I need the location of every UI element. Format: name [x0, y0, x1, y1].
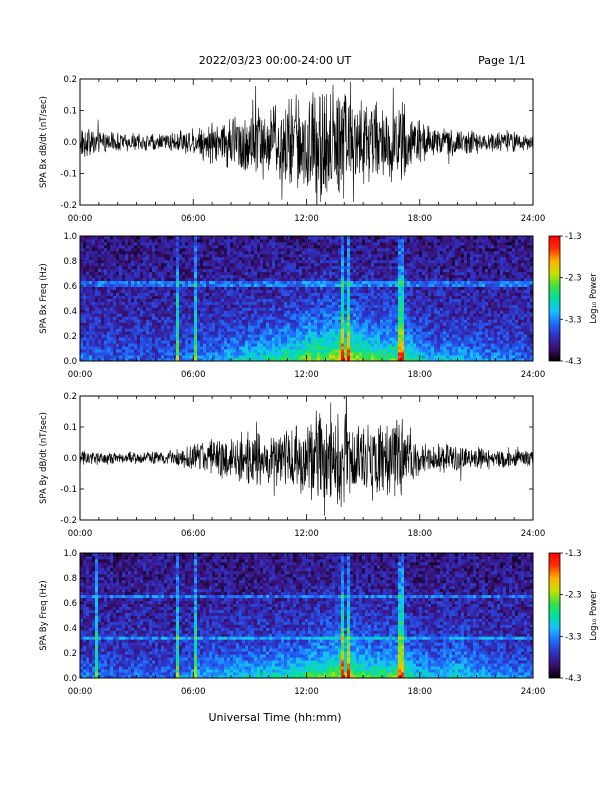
panel-1: -0.2 -0.1 0.0 0.1 0.2 00:00 06:00 12:00 18:00 24:… — [39, 75, 546, 224]
y-tick-label: 1.0 — [63, 232, 77, 242]
x-tick-label: 18:00 — [408, 687, 433, 697]
y-tick-label: 0.4 — [63, 307, 77, 317]
y-axis-label: SPA Bx dB/dt (nT/sec) — [39, 96, 49, 188]
panels: -0.2 -0.1 0.0 0.1 0.2 00:00 06:00 12:00 18:00 24:… — [39, 75, 599, 697]
colorbar-tick-label: -2.3 — [565, 274, 582, 284]
data-trace — [80, 81, 533, 205]
y-tick-label: 0.2 — [63, 332, 77, 342]
colorbar-tick-label: -1.3 — [565, 232, 582, 242]
y-tick-label: -0.1 — [60, 170, 77, 180]
x-tick-label: 18:00 — [408, 214, 433, 224]
y-tick-label: 0.0 — [63, 357, 77, 367]
y-tick-label: 0.8 — [63, 257, 77, 267]
page-number: Page 1/1 — [478, 54, 526, 67]
colorbar-label: Log₁₀ Power — [589, 590, 599, 641]
x-tick-label: 00:00 — [68, 370, 93, 380]
panel-4: -1.3 -2.3 -3.3 -4.3 Log₁₀ Power 0.0 0.2 0.4 0.6 0… — [39, 549, 599, 697]
y-tick-label: 0.1 — [63, 107, 77, 117]
x-tick-label: 18:00 — [408, 370, 433, 380]
y-tick-label: 0.2 — [63, 392, 77, 402]
x-tick-label: 06:00 — [181, 214, 206, 224]
panel-2: -1.3 -2.3 -3.3 -4.3 Log₁₀ Power 0.0 0.2 0.4 0.6 0… — [39, 232, 599, 380]
panel-3: -0.2 -0.1 0.0 0.1 0.2 00:00 06:00 12:00 18:00 24:… — [39, 392, 546, 539]
page-title: 2022/03/23 00:00-24:00 UT — [199, 54, 352, 67]
x-tick-label: 12:00 — [294, 529, 319, 539]
y-axis-label: SPA Bx Freq (Hz) — [39, 263, 49, 333]
colorbar-tick-label: -2.3 — [565, 591, 582, 601]
x-tick-label: 06:00 — [181, 529, 206, 539]
x-tick-label: 12:00 — [294, 687, 319, 697]
colorbar-tick-label: -3.3 — [565, 632, 582, 642]
x-tick-label: 12:00 — [294, 370, 319, 380]
y-tick-label: 0.2 — [63, 649, 77, 659]
x-tick-label: 24:00 — [521, 214, 546, 224]
x-tick-label: 12:00 — [294, 214, 319, 224]
colorbar — [548, 235, 561, 362]
spectrogram-cells — [80, 553, 533, 678]
y-tick-label: 0.8 — [63, 574, 77, 584]
y-tick-label: 0.0 — [63, 674, 77, 684]
y-tick-label: -0.2 — [60, 516, 77, 526]
y-tick-label: 0.4 — [63, 624, 77, 634]
colorbar-tick-label: -4.3 — [565, 357, 582, 367]
x-tick-label: 06:00 — [181, 687, 206, 697]
x-tick-label: 24:00 — [521, 687, 546, 697]
colorbar-tick-label: -1.3 — [565, 549, 582, 559]
y-tick-label: 0.6 — [63, 282, 77, 292]
x-tick-label: 24:00 — [521, 529, 546, 539]
y-axis-label: SPA By Freq (Hz) — [39, 580, 49, 650]
colorbar-tick-label: -3.3 — [565, 315, 582, 325]
x-axis-label: Universal Time (hh:mm) — [209, 711, 342, 724]
y-tick-label: 0.2 — [63, 75, 77, 85]
y-tick-label: 0.0 — [63, 454, 77, 464]
y-tick-label: 0.6 — [63, 599, 77, 609]
y-tick-label: -0.2 — [60, 201, 77, 211]
x-tick-label: 00:00 — [68, 687, 93, 697]
x-tick-label: 06:00 — [181, 370, 206, 380]
x-tick-label: 18:00 — [408, 529, 433, 539]
colorbar-tick-label: -4.3 — [565, 674, 582, 684]
spectrogram-cells — [80, 236, 533, 361]
y-axis-label: SPA By dB/dt (nT/sec) — [39, 412, 49, 504]
x-tick-label: 24:00 — [521, 370, 546, 380]
colorbar-label: Log₁₀ Power — [589, 273, 599, 324]
colorbar — [548, 552, 561, 679]
y-tick-label: -0.1 — [60, 485, 77, 495]
data-trace — [80, 396, 533, 516]
y-tick-label: 0.0 — [63, 138, 77, 148]
y-tick-label: 0.1 — [63, 423, 77, 433]
x-tick-label: 00:00 — [68, 214, 93, 224]
y-tick-label: 1.0 — [63, 549, 77, 559]
x-tick-label: 00:00 — [68, 529, 93, 539]
